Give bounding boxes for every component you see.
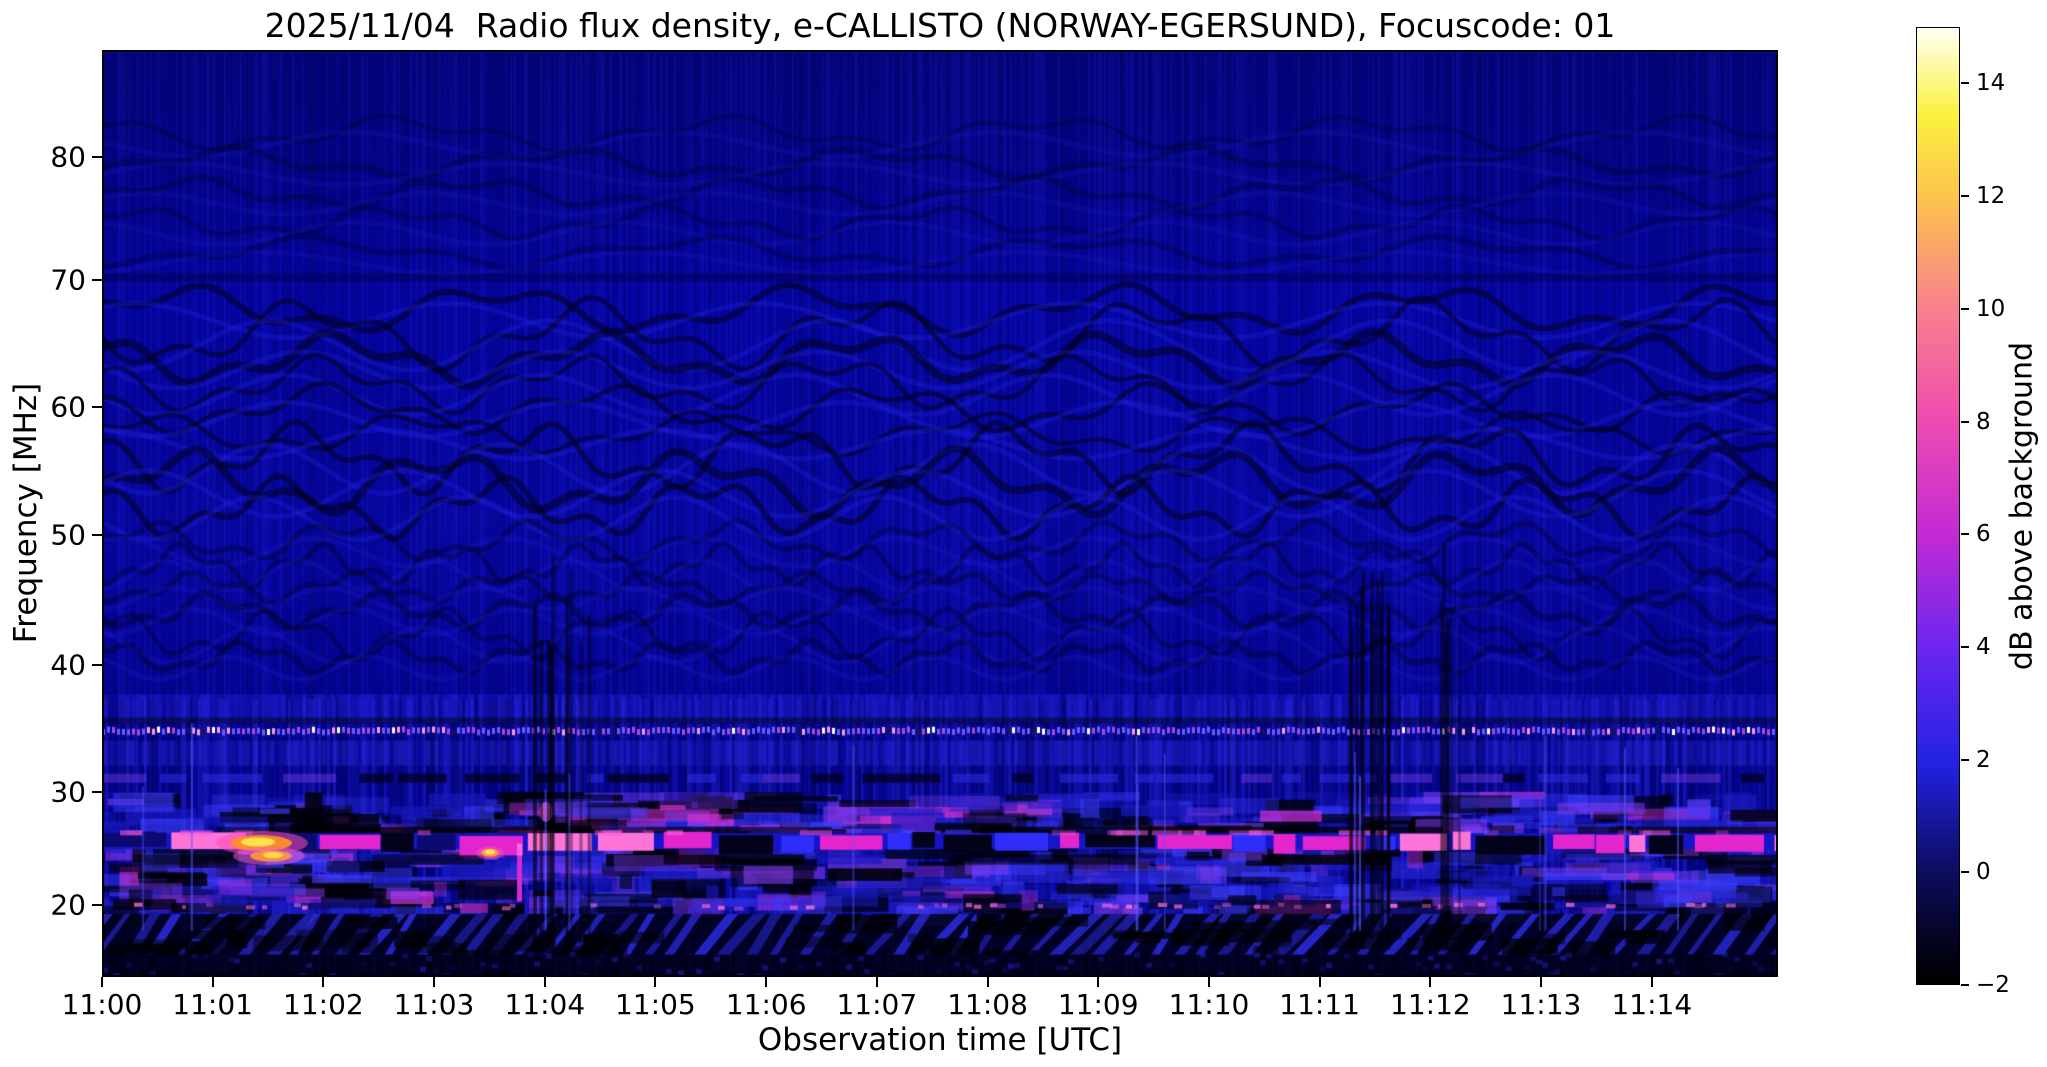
y-tick-label: 40 (50, 648, 86, 682)
x-tick-mark (322, 977, 325, 987)
x-tick-mark (875, 977, 878, 987)
x-tick-mark (1650, 977, 1653, 987)
x-tick-mark (986, 977, 989, 987)
x-tick-mark (101, 977, 103, 987)
x-tick-label: 11:08 (947, 988, 1028, 1021)
x-tick-label: 11:11 (1279, 988, 1360, 1021)
x-tick-mark (654, 977, 657, 987)
x-tick-mark (1318, 977, 1321, 987)
y-tick-label: 60 (50, 390, 86, 424)
y-tick-mark (92, 405, 102, 408)
x-tick-mark (543, 977, 546, 987)
colorbar-tick-label: 6 (1976, 521, 1991, 548)
x-tick-label: 11:10 (1168, 988, 1250, 1021)
colorbar-tick-mark (1961, 758, 1969, 761)
x-tick-label: 11:13 (1500, 988, 1582, 1021)
x-tick-label: 11:00 (61, 988, 143, 1021)
x-axis-label: Observation time [UTC] (757, 1022, 1123, 1058)
x-tick-label: 11:06 (725, 988, 807, 1021)
colorbar-tick-mark (1961, 645, 1969, 648)
x-tick-mark (1540, 977, 1542, 987)
chart-title: 2025/11/04 Radio flux density, e-CALLIST… (264, 6, 1616, 45)
colorbar-tick-label: 4 (1976, 633, 1991, 660)
x-tick-label: 11:02 (283, 988, 364, 1021)
x-tick-label: 11:04 (504, 988, 586, 1021)
x-tick-mark (211, 977, 214, 987)
x-tick-mark (1429, 977, 1432, 987)
spectrogram-canvas (102, 50, 1778, 977)
y-tick-label: 80 (50, 140, 86, 174)
y-tick-label: 70 (50, 263, 86, 297)
y-tick-mark (92, 155, 102, 158)
colorbar-tick-label: 2 (1976, 746, 1991, 773)
y-tick-mark (92, 663, 102, 666)
colorbar-tick-mark (1961, 420, 1969, 423)
x-tick-mark (1097, 977, 1100, 987)
y-tick-mark (92, 903, 102, 906)
x-tick-label: 11:14 (1611, 988, 1693, 1021)
colorbar-tick-mark (1961, 533, 1969, 536)
colorbar-tick-mark (1961, 195, 1969, 198)
colorbar-label: dB above background (2004, 341, 2040, 671)
colorbar-tick-mark (1961, 871, 1969, 874)
colorbar-tick-label: 0 (1976, 859, 1991, 886)
y-tick-mark (92, 534, 102, 536)
colorbar-tick-label: −2 (1976, 972, 2010, 998)
y-tick-label: 30 (50, 775, 86, 809)
colorbar-tick-label: 10 (1976, 295, 2006, 322)
colorbar-tick-mark (1961, 82, 1969, 85)
y-tick-mark (92, 278, 102, 281)
x-tick-label: 11:01 (172, 988, 253, 1021)
y-tick-mark (92, 791, 102, 794)
y-tick-label: 50 (50, 518, 86, 552)
x-tick-label: 11:09 (1057, 988, 1139, 1021)
x-tick-mark (433, 977, 435, 987)
x-tick-label: 11:03 (393, 988, 475, 1021)
x-tick-label: 11:12 (1390, 988, 1471, 1021)
colorbar-tick-mark (1961, 984, 1969, 986)
colorbar-tick-label: 14 (1976, 70, 2006, 97)
colorbar-tick-label: 12 (1976, 183, 2006, 210)
colorbar (1916, 27, 1960, 985)
x-tick-mark (1207, 977, 1210, 987)
x-tick-label: 11:05 (615, 988, 696, 1021)
colorbar-tick-label: 8 (1976, 408, 1991, 435)
colorbar-tick-mark (1961, 307, 1969, 310)
x-tick-label: 11:07 (836, 988, 918, 1021)
x-tick-mark (765, 977, 768, 987)
y-tick-label: 20 (50, 888, 86, 922)
